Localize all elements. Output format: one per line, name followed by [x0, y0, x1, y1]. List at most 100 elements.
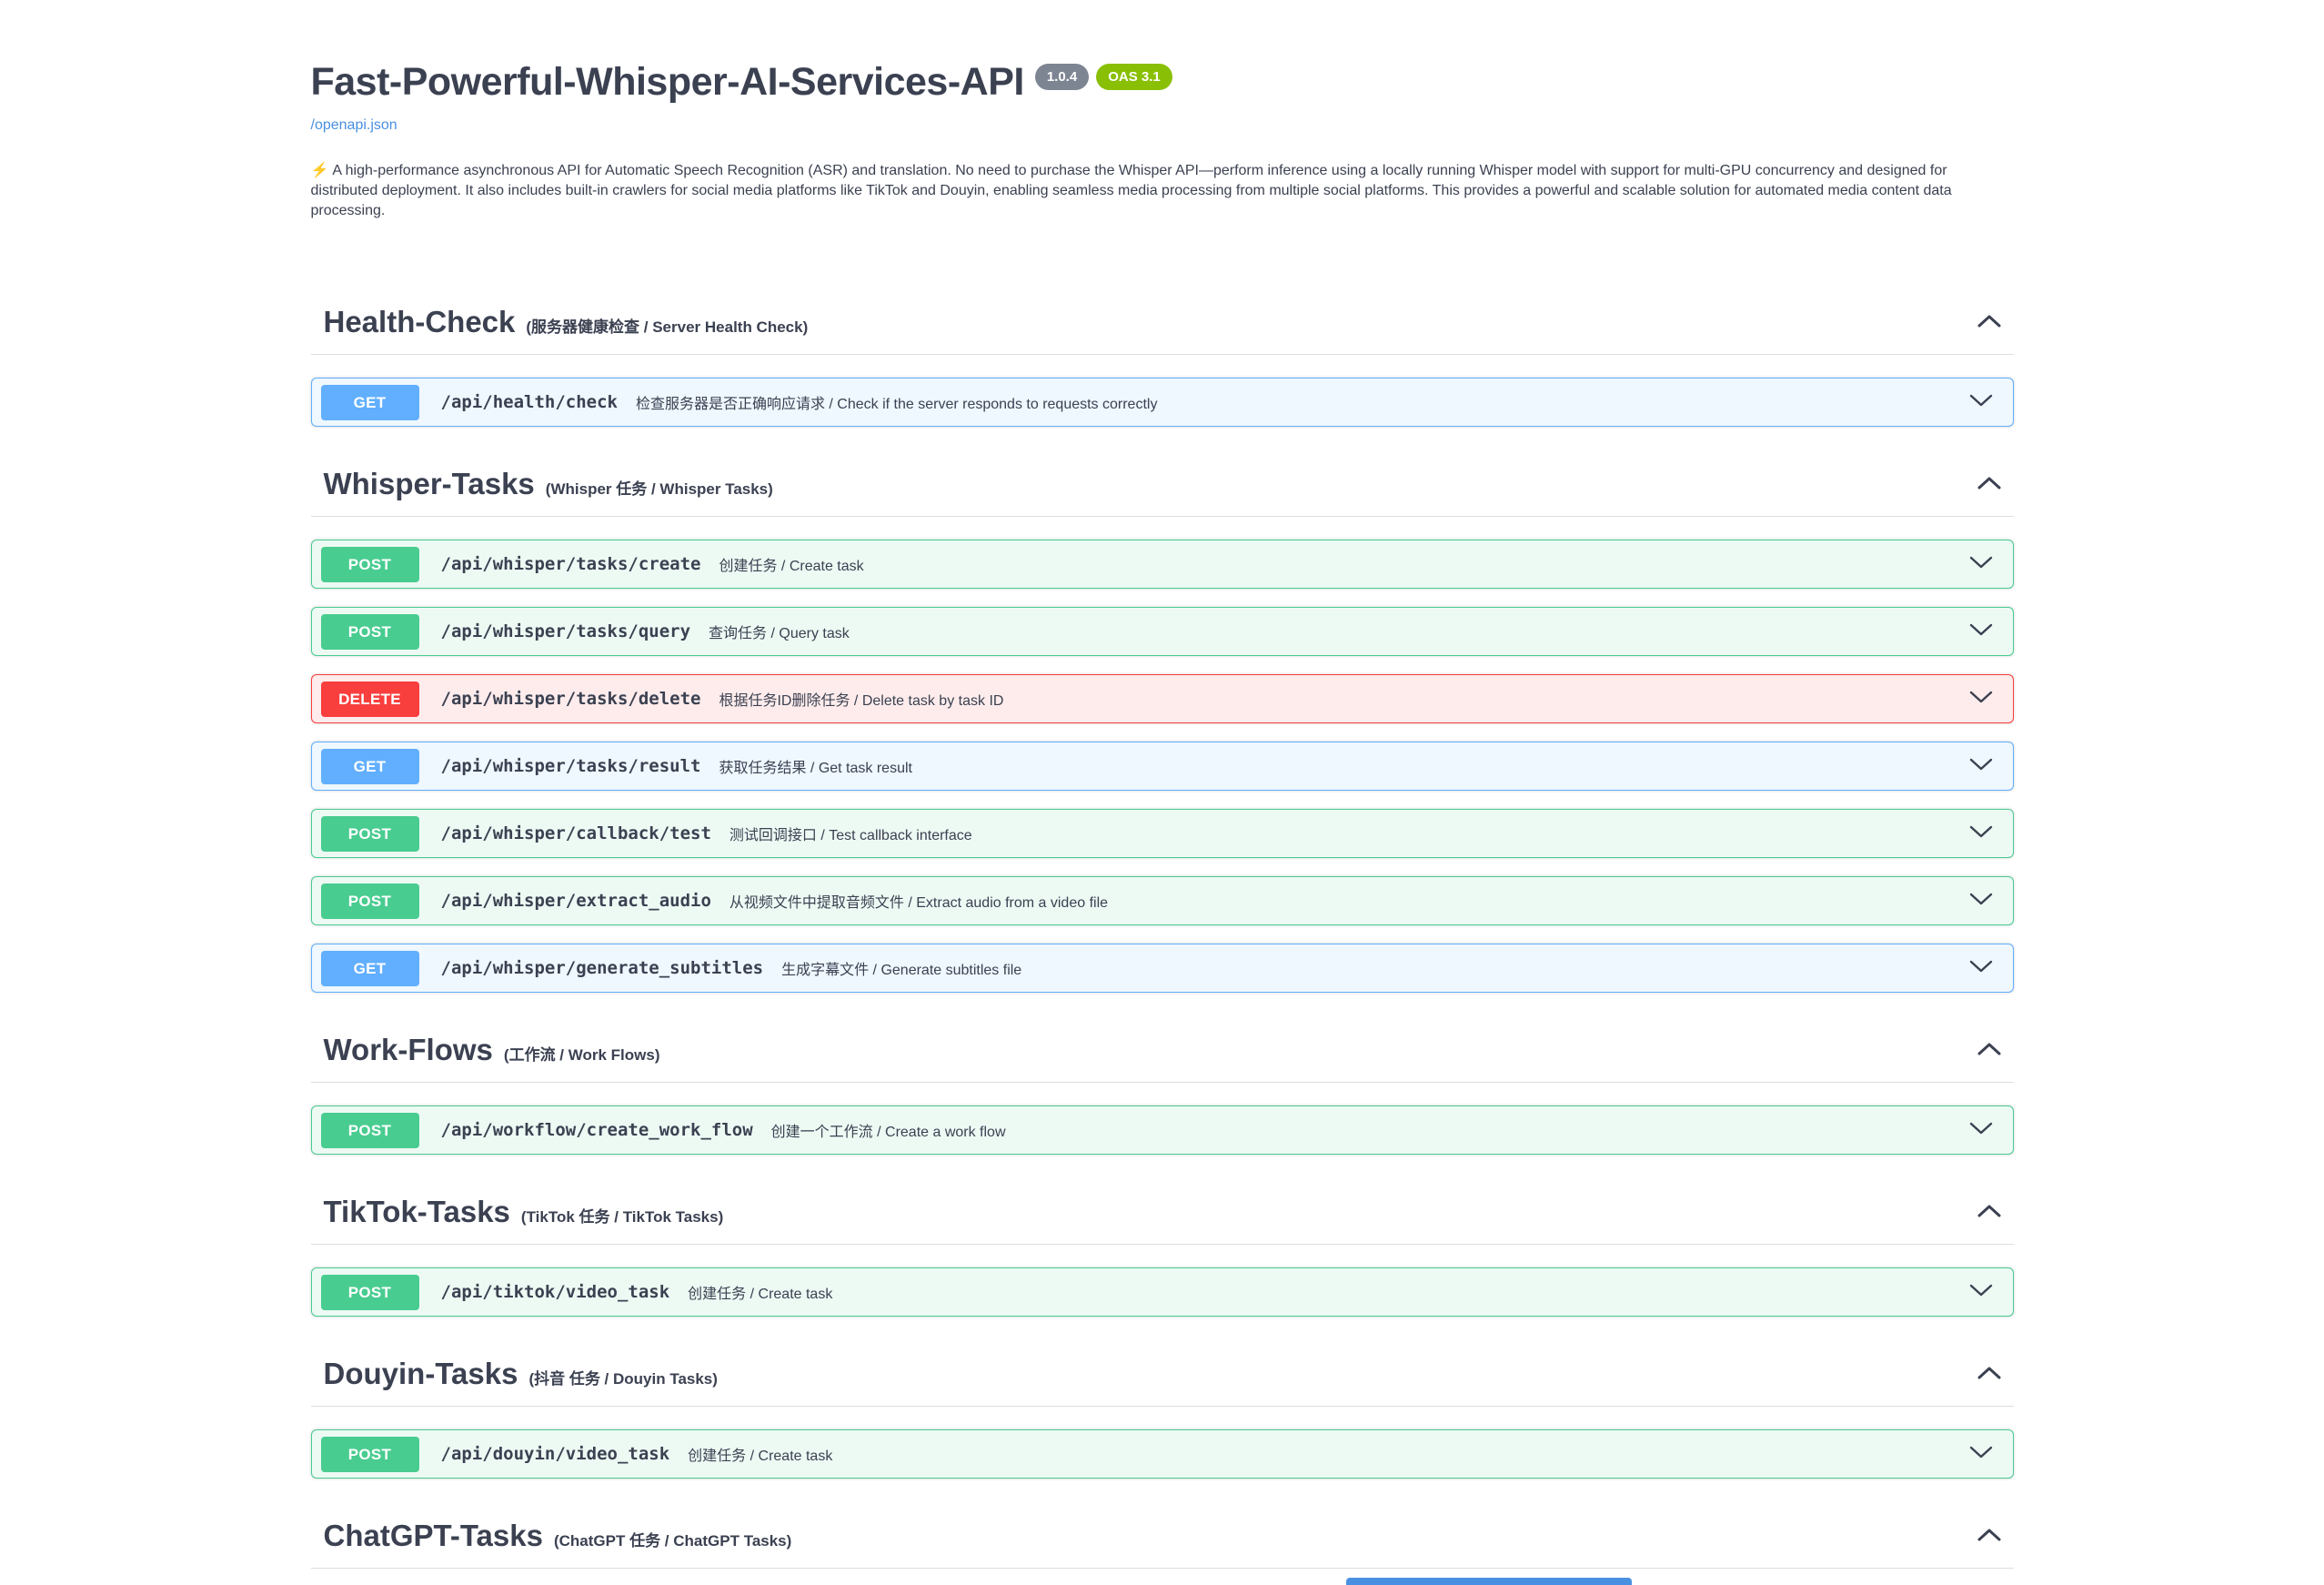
section-subtitle: (服务器健康检查 / Server Health Check) — [526, 318, 809, 337]
section-header[interactable]: Health-Check (服务器健康检查 / Server Health Ch… — [310, 305, 2014, 356]
method-badge: POST — [320, 546, 419, 582]
badge-group: 1.0.4 OAS 3.1 — [1034, 64, 1172, 90]
sections: Health-Check (服务器健康检查 / Server Health Ch… — [310, 305, 2014, 1585]
endpoint-row[interactable]: POST /api/whisper/extract_audio 从视频文件中提取… — [310, 876, 2014, 926]
chevron-down-icon — [1969, 623, 1993, 640]
endpoint-path: /api/whisper/generate_subtitles — [440, 958, 764, 979]
expand-endpoint-button[interactable] — [1969, 893, 1993, 909]
endpoint-summary: 创建任务 / Create task — [688, 1449, 833, 1465]
api-section-tiktok-tasks: TikTok-Tasks (TikTok 任务 / TikTok Tasks) … — [310, 1195, 2014, 1317]
endpoint-list: POST /api/douyin/video_task 创建任务 / Creat… — [310, 1407, 2014, 1479]
endpoint-row[interactable]: DELETE /api/whisper/tasks/delete 根据任务ID删… — [310, 674, 2014, 724]
swagger-ui-page: Fast-Powerful-Whisper-AI-Services-API 1.… — [310, 0, 2014, 1585]
method-badge: GET — [320, 384, 419, 420]
endpoint-row[interactable]: GET /api/health/check 检查服务器是否正确响应请求 / Ch… — [310, 378, 2014, 428]
collapse-section-button[interactable] — [1977, 1366, 2001, 1382]
section-title-group: Work-Flows (工作流 / Work Flows) — [324, 1033, 660, 1067]
expand-endpoint-button[interactable] — [1969, 825, 1993, 842]
version-badge: 1.0.4 — [1034, 64, 1090, 90]
api-section-douyin-tasks: Douyin-Tasks (抖音 任务 / Douyin Tasks) POST… — [310, 1357, 2014, 1479]
expand-endpoint-button[interactable] — [1969, 556, 1993, 572]
section-title-group: Whisper-Tasks (Whisper 任务 / Whisper Task… — [324, 467, 773, 501]
endpoint-summary: 检查服务器是否正确响应请求 / Check if the server resp… — [635, 397, 1158, 413]
chevron-up-icon — [1977, 1366, 2001, 1382]
endpoint-summary: 获取任务结果 / Get task result — [719, 761, 912, 777]
endpoint-row[interactable]: GET /api/whisper/tasks/result 获取任务结果 / G… — [310, 742, 2014, 792]
endpoint-row[interactable]: POST /api/whisper/callback/test 测试回调接口 /… — [310, 809, 2014, 859]
method-badge: DELETE — [320, 681, 419, 717]
endpoint-row[interactable]: POST /api/workflow/create_work_flow 创建一个… — [310, 1105, 2014, 1156]
endpoint-summary: 创建任务 / Create task — [688, 1287, 833, 1303]
section-subtitle: (TikTok 任务 / TikTok Tasks) — [520, 1208, 724, 1227]
chevron-up-icon — [1977, 1042, 2001, 1058]
endpoint-row[interactable]: POST /api/whisper/tasks/create 创建任务 / Cr… — [310, 540, 2014, 590]
horizontal-scrollbar-thumb[interactable] — [1346, 1578, 1632, 1585]
method-badge: GET — [320, 748, 419, 784]
chevron-up-icon — [1977, 314, 2001, 330]
openapi-spec-link[interactable]: /openapi.json — [310, 117, 397, 134]
endpoint-list: POST /api/chatgpt/summary 根据任务ID使用ChatGP… — [311, 1569, 2014, 1585]
endpoint-path: /api/whisper/tasks/delete — [440, 689, 701, 710]
section-title: Health-Check — [323, 305, 516, 339]
endpoint-summary: 创建任务 / Create task — [719, 559, 864, 575]
endpoint-row[interactable]: POST /api/tiktok/video_task 创建任务 / Creat… — [310, 1267, 2014, 1317]
expand-endpoint-button[interactable] — [1969, 691, 1993, 707]
endpoint-list: POST /api/tiktok/video_task 创建任务 / Creat… — [310, 1245, 2014, 1317]
expand-endpoint-button[interactable] — [1969, 960, 1993, 976]
endpoint-path: /api/tiktok/video_task — [440, 1282, 670, 1303]
chevron-down-icon — [1969, 1122, 1993, 1138]
method-badge: POST — [320, 883, 419, 919]
expand-endpoint-button[interactable] — [1969, 394, 1993, 410]
method-badge: POST — [320, 815, 419, 852]
expand-endpoint-button[interactable] — [1969, 623, 1993, 640]
section-header[interactable]: TikTok-Tasks (TikTok 任务 / TikTok Tasks) — [310, 1195, 2014, 1246]
page-title: Fast-Powerful-Whisper-AI-Services-API — [310, 60, 1025, 104]
chevron-down-icon — [1969, 691, 1993, 707]
section-header[interactable]: Douyin-Tasks (抖音 任务 / Douyin Tasks) — [310, 1357, 2014, 1408]
endpoint-path: /api/whisper/tasks/create — [440, 554, 701, 575]
section-title: ChatGPT-Tasks — [323, 1519, 543, 1553]
chevron-up-icon — [1977, 1204, 2001, 1220]
collapse-section-button[interactable] — [1977, 314, 2001, 330]
chevron-down-icon — [1969, 556, 1993, 572]
section-subtitle: (Whisper 任务 / Whisper Tasks) — [545, 480, 773, 499]
section-header[interactable]: Work-Flows (工作流 / Work Flows) — [310, 1033, 2014, 1084]
section-subtitle: (抖音 任务 / Douyin Tasks) — [528, 1370, 718, 1388]
section-title: TikTok-Tasks — [323, 1195, 510, 1229]
expand-endpoint-button[interactable] — [1969, 1284, 1993, 1300]
endpoint-row[interactable]: POST /api/whisper/tasks/query 查询任务 / Que… — [310, 607, 2014, 657]
collapse-section-button[interactable] — [1977, 1042, 2001, 1058]
section-title-group: TikTok-Tasks (TikTok 任务 / TikTok Tasks) — [324, 1195, 724, 1229]
endpoint-summary: 根据任务ID删除任务 / Delete task by task ID — [719, 693, 1004, 710]
endpoint-list: GET /api/health/check 检查服务器是否正确响应请求 / Ch… — [310, 355, 2014, 428]
api-section-work-flows: Work-Flows (工作流 / Work Flows) POST /api/… — [310, 1033, 2014, 1156]
method-badge: POST — [320, 1436, 419, 1472]
endpoint-list: POST /api/whisper/tasks/create 创建任务 / Cr… — [310, 517, 2014, 994]
collapse-section-button[interactable] — [1977, 1528, 2001, 1544]
chevron-down-icon — [1969, 1284, 1993, 1300]
endpoint-path: /api/whisper/tasks/query — [440, 621, 691, 642]
section-title: Whisper-Tasks — [323, 467, 535, 501]
section-subtitle: (ChatGPT 任务 / ChatGPT Tasks) — [553, 1532, 792, 1550]
section-title-group: Health-Check (服务器健康检查 / Server Health Ch… — [324, 305, 809, 339]
expand-endpoint-button[interactable] — [1969, 1122, 1993, 1138]
section-header[interactable]: Whisper-Tasks (Whisper 任务 / Whisper Task… — [310, 467, 2014, 518]
api-section-whisper-tasks: Whisper-Tasks (Whisper 任务 / Whisper Task… — [310, 467, 2014, 994]
method-badge: GET — [320, 950, 419, 986]
chevron-down-icon — [1969, 394, 1993, 410]
endpoint-summary: 测试回调接口 / Test callback interface — [729, 828, 972, 844]
chevron-down-icon — [1969, 1446, 1993, 1462]
method-badge: POST — [320, 1112, 419, 1148]
endpoint-row[interactable]: GET /api/whisper/generate_subtitles 生成字幕… — [310, 944, 2014, 994]
section-header[interactable]: ChatGPT-Tasks (ChatGPT 任务 / ChatGPT Task… — [310, 1519, 2014, 1570]
section-title-group: ChatGPT-Tasks (ChatGPT 任务 / ChatGPT Task… — [324, 1519, 792, 1553]
expand-endpoint-button[interactable] — [1969, 1446, 1993, 1462]
collapse-section-button[interactable] — [1977, 1204, 2001, 1220]
api-description: ⚡ A high-performance asynchronous API for… — [311, 161, 2014, 221]
expand-endpoint-button[interactable] — [1969, 758, 1993, 774]
section-title-group: Douyin-Tasks (抖音 任务 / Douyin Tasks) — [324, 1357, 718, 1391]
chevron-up-icon — [1977, 1528, 2001, 1544]
collapse-section-button[interactable] — [1977, 476, 2001, 492]
chevron-down-icon — [1969, 960, 1993, 976]
endpoint-row[interactable]: POST /api/douyin/video_task 创建任务 / Creat… — [310, 1429, 2014, 1479]
